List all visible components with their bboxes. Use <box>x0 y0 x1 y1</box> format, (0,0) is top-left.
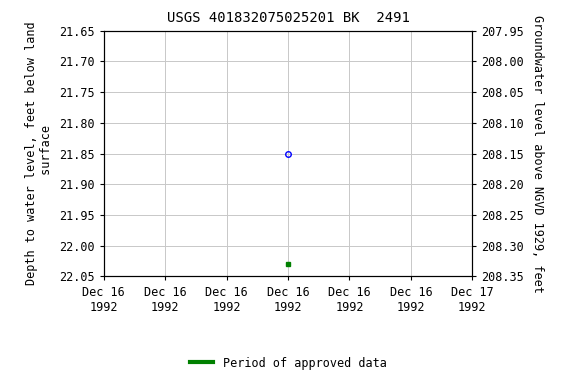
Legend: Period of approved data: Period of approved data <box>185 352 391 374</box>
Title: USGS 401832075025201 BK  2491: USGS 401832075025201 BK 2491 <box>166 12 410 25</box>
Y-axis label: Groundwater level above NGVD 1929, feet: Groundwater level above NGVD 1929, feet <box>530 15 544 293</box>
Y-axis label: Depth to water level, feet below land
 surface: Depth to water level, feet below land su… <box>25 22 54 285</box>
